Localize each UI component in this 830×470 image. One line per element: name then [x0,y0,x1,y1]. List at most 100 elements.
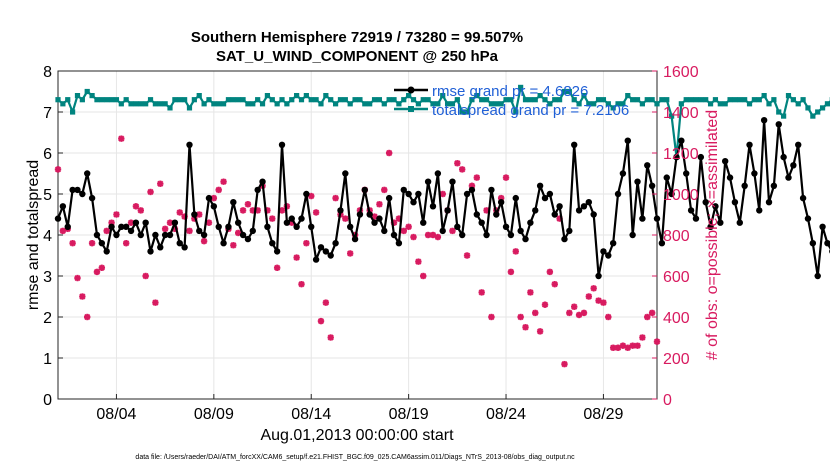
series-rmse-point [502,223,510,230]
assimilated-point [132,203,140,210]
series-rmse-point [634,178,641,185]
series-totalspread-point [186,105,193,111]
series-rmse-point [244,235,252,243]
series-rmse-point [556,203,563,210]
series-rmse-point [371,219,378,226]
x-tick-label: 08/04 [96,406,136,423]
series-totalspread-point [815,109,821,115]
series-rmse-point [575,207,583,214]
series-rmse-point [536,182,544,189]
series-rmse-point [546,190,554,198]
assimilated-point [200,237,208,245]
series-totalspread-point [147,97,154,103]
assimilated-point [600,299,607,306]
series-rmse-point [804,215,812,222]
series-totalspread-point [60,101,66,107]
series-totalspread-point [196,93,202,99]
series-rmse-point [308,223,315,230]
assimilated-point [230,242,237,249]
series-totalspread-point [639,101,645,107]
left-tick-label: 0 [43,392,52,409]
assimilated-point [561,360,568,368]
series-totalspread-point [152,101,158,107]
series-totalspread-point [386,97,392,103]
series-totalspread-point [430,101,436,107]
left-tick-label: 3 [43,269,52,286]
left-tick-label: 4 [43,228,52,245]
series-totalspread-point [819,105,826,111]
left-tick-label: 1 [43,351,52,368]
assimilated-point [303,240,310,247]
assimilated-point [473,174,481,181]
series-rmse-point [225,223,232,230]
series-rmse-point [127,227,135,235]
series-rmse-point [176,240,183,247]
series-rmse-point [658,240,666,247]
series-rmse-point [283,219,291,226]
series-rmse-point [390,231,398,239]
series-rmse-point [590,211,597,218]
series-rmse-point [760,117,768,124]
right-tick-label: 200 [663,351,690,368]
series-rmse-point [512,194,519,202]
series-rmse-point [147,248,154,255]
data-file-footer: data file: /Users/raeder/DAI/ATM_forcXX/… [135,454,575,461]
series-totalspread-point [785,93,792,99]
assimilated-point [463,252,471,259]
series-rmse-point [254,186,261,194]
series-totalspread-point [800,97,806,103]
series-totalspread-point [634,97,641,103]
assimilated-point [93,268,101,276]
assimilated-point [605,313,612,321]
series-totalspread-point [586,101,592,107]
series-totalspread-point [308,97,314,103]
series-rmse-point [122,223,130,230]
right-tick-label: 0 [663,392,672,409]
assimilated-point [434,233,442,241]
series-totalspread-point [220,101,227,107]
assimilated-point [512,248,519,255]
series-rmse-point [663,174,670,181]
series-rmse-point [69,186,76,194]
assimilated-point [98,264,106,271]
series-totalspread-point [318,101,324,107]
series-rmse-point [585,199,593,206]
assimilated-point [551,281,558,288]
series-rmse-point [712,203,719,210]
assimilated-point [590,285,597,292]
series-totalspread-point [454,97,460,103]
series-totalspread-point [459,109,465,115]
series-totalspread-point [513,109,519,115]
series-totalspread-point [654,101,660,107]
series-rmse-point [327,252,334,259]
series-rmse-point [303,190,310,198]
series-rmse-point [181,244,188,251]
series-rmse-point [366,211,373,218]
chart-title-line2: SAT_U_WIND_COMPONENT @ 250 hPa [216,48,499,65]
series-totalspread-point [561,88,568,95]
series-totalspread-point [284,101,290,107]
series-totalspread-point [279,97,285,103]
series-totalspread-point [298,97,305,103]
series-rmse-point [639,215,646,222]
right-tick-label: 1400 [663,105,699,122]
series-totalspread-point [659,97,665,103]
assimilated-point [196,211,203,218]
series-rmse-point [312,256,320,263]
series-rmse-point [497,199,505,206]
series-rmse-point [629,231,636,239]
series-rmse-point [152,231,159,239]
assimilated-point [488,313,495,321]
series-rmse-point [770,182,778,189]
assimilated-point [420,272,427,280]
assimilated-point [273,264,281,271]
series-totalspread-point [732,97,738,103]
assimilated-point [113,211,120,218]
series-rmse-point [84,170,91,177]
assimilated-point [269,215,276,222]
assimilated-point [298,281,305,288]
assimilated-point [507,268,515,276]
x-tick-label: 08/09 [194,406,234,423]
series-rmse-point [293,223,300,230]
series-totalspread-point [323,93,329,99]
